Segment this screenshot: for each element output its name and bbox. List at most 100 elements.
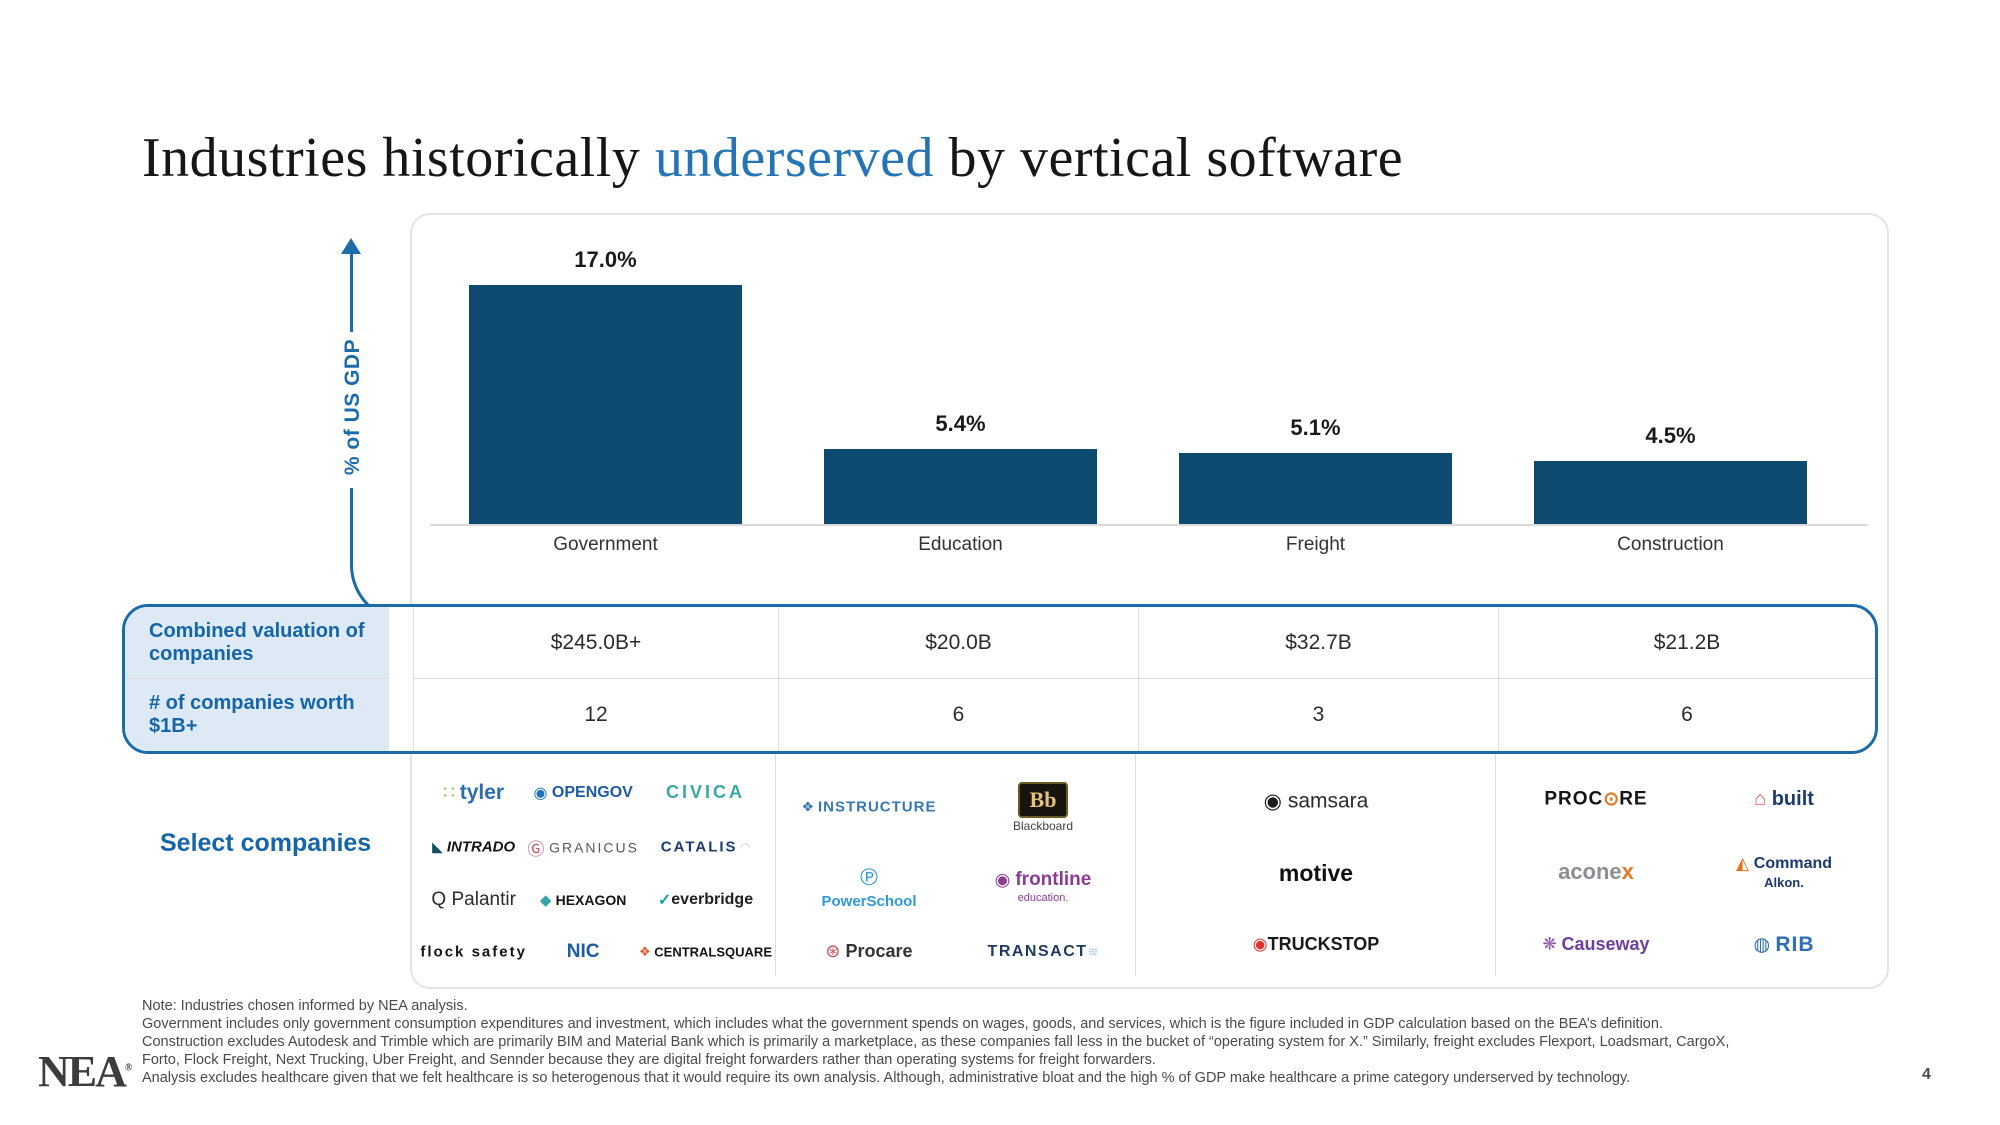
table-row-label: # of companies worth $1B+ bbox=[125, 679, 389, 751]
column-divider bbox=[1495, 604, 1496, 976]
powerschool-caption: PowerSchool bbox=[821, 892, 917, 910]
y-axis-line-bottom bbox=[350, 488, 353, 566]
company-logo-everbridge: ✓everbridge bbox=[658, 890, 753, 910]
table-cell: $245.0B+ bbox=[413, 607, 778, 679]
table-cell: 6 bbox=[1498, 679, 1875, 751]
category-label-government: Government bbox=[553, 534, 658, 555]
bar-freight bbox=[1179, 453, 1452, 525]
bar-education bbox=[824, 449, 1097, 525]
company-logo-nic: NIC bbox=[567, 941, 600, 963]
nea-logo: NEA® bbox=[38, 1046, 132, 1097]
everbridge-wordmark: ✓everbridge bbox=[657, 891, 754, 910]
title-part-1: Industries historically bbox=[142, 126, 655, 189]
footnote-line: Note: Industries chosen informed by NEA … bbox=[142, 998, 468, 1014]
frontline-education-caption: education. bbox=[1017, 892, 1069, 905]
instructure-wordmark: ❖ INSTRUCTURE bbox=[801, 798, 937, 816]
select-companies-label: Select companies bbox=[160, 829, 372, 857]
company-logo-catalis: CATALIS ◠ bbox=[661, 838, 750, 856]
company-logo-causeway: ❋ Causeway bbox=[1542, 934, 1649, 955]
civica-wordmark: CIVICA bbox=[665, 782, 745, 803]
category-labels: Government Education Freight Construction bbox=[428, 534, 1848, 556]
catalis-wordmark: CATALIS ◠ bbox=[660, 838, 751, 856]
intrado-wordmark: ◣ INTRADO bbox=[432, 838, 516, 856]
table-cell: 6 bbox=[778, 679, 1138, 751]
company-logos-education: ❖ INSTRUCTURE Bb Blackboard ℗ PowerSchool ◉ f… bbox=[782, 766, 1130, 978]
footnote-line: Construction excludes Autodesk and Trimb… bbox=[142, 1033, 1730, 1050]
table-cell: $21.2B bbox=[1498, 607, 1875, 679]
bar-group-construction: 4.5% bbox=[1493, 236, 1848, 525]
built-wordmark: ⌂ built bbox=[1754, 787, 1814, 810]
company-logo-truckstop: ◉TRUCKSTOP bbox=[1253, 934, 1380, 955]
blackboard-caption: Blackboard bbox=[1012, 818, 1074, 833]
footnote-line: Analysis excludes healthcare given that … bbox=[142, 1069, 1631, 1086]
company-logo-motive: motive bbox=[1279, 860, 1353, 887]
company-logo-aconex: aconex bbox=[1558, 859, 1634, 885]
category-label-construction: Construction bbox=[1617, 534, 1724, 555]
bar-group-education: 5.4% bbox=[783, 236, 1138, 525]
company-logo-procore: PROC⊙RE bbox=[1544, 788, 1647, 811]
company-logo-rib: ◍ RIB bbox=[1753, 933, 1814, 957]
nic-wordmark: NIC bbox=[566, 941, 600, 963]
category-label-education: Education bbox=[918, 534, 1003, 555]
company-logo-tyler-technologies: ∷ tyler bbox=[443, 781, 504, 805]
y-axis-label: % of US GDP bbox=[341, 338, 364, 476]
causeway-wordmark: ❋ Causeway bbox=[1542, 934, 1650, 954]
valuation-table: Combined valuation of companies $245.0B+ $… bbox=[122, 604, 1878, 754]
column-divider bbox=[1135, 604, 1136, 976]
table-cell: 3 bbox=[1138, 679, 1498, 751]
company-logo-transact: TRANSACT≋ bbox=[988, 943, 1099, 961]
bar-government bbox=[469, 285, 742, 525]
y-axis-arrow-icon bbox=[341, 238, 361, 254]
company-logo-opengov: ◉ OPENGOV bbox=[534, 783, 633, 803]
category-label-freight: Freight bbox=[1285, 534, 1346, 555]
procore-wordmark: PROC⊙RE bbox=[1544, 788, 1648, 810]
footnote-line: Forto, Flock Freight, Next Trucking, Ube… bbox=[142, 1051, 1156, 1068]
table-row-label: Combined valuation of companies bbox=[125, 607, 389, 679]
table-cell: 12 bbox=[413, 679, 778, 751]
table-cell: $32.7B bbox=[1138, 607, 1498, 679]
frontline-education-wordmark: ◉ frontline bbox=[994, 869, 1092, 891]
centralsquare-wordmark: ❖ CENTRALSQUARE bbox=[638, 943, 772, 960]
company-logo-intrado: ◣ INTRADO bbox=[432, 838, 515, 856]
command-alkon-wordmark: ◭ Command bbox=[1735, 853, 1833, 873]
tyler-technologies-wordmark: ∷ tyler bbox=[443, 780, 505, 804]
motive-wordmark: motive bbox=[1278, 860, 1354, 887]
opengov-wordmark: ◉ OPENGOV bbox=[533, 783, 633, 802]
x-axis-baseline bbox=[430, 524, 1868, 526]
company-logo-palantir: Q Palantir bbox=[431, 889, 515, 911]
registered-mark: ® bbox=[124, 1062, 133, 1074]
company-logo-civica: CIVICA bbox=[666, 782, 745, 803]
nea-logo-text: NEA bbox=[38, 1047, 127, 1096]
rib-wordmark: ◍ RIB bbox=[1753, 932, 1815, 956]
company-logo-powerschool: ℗ PowerSchool bbox=[821, 864, 916, 910]
procare-wordmark: ⊛ Procare bbox=[825, 941, 913, 962]
bar-value-label: 5.4% bbox=[935, 411, 986, 436]
palantir-wordmark: Q Palantir bbox=[431, 889, 516, 911]
company-logo-command-alkon: ◭ Command Alkon. bbox=[1736, 854, 1832, 890]
company-logos-construction: PROC⊙RE ⌂ built aconex ◭ Command Alkon. ❋ Cau… bbox=[1502, 766, 1878, 978]
aconex-wordmark: aconex bbox=[1558, 858, 1634, 884]
truckstop-wordmark: ◉TRUCKSTOP bbox=[1252, 933, 1380, 954]
bar-construction bbox=[1534, 461, 1807, 525]
company-logo-hexagon: ◆ HEXAGON bbox=[540, 891, 627, 909]
company-logos-freight: ◉ samsara motive ◉TRUCKSTOP bbox=[1142, 766, 1490, 978]
table-cell: $20.0B bbox=[778, 607, 1138, 679]
company-logo-blackboard: Bb Blackboard bbox=[1012, 781, 1074, 833]
bar-value-label: 17.0% bbox=[574, 247, 637, 272]
company-logo-procare: ⊛ Procare bbox=[825, 941, 912, 962]
bar-value-label: 5.1% bbox=[1290, 415, 1341, 440]
transact-wordmark: TRANSACT≋ bbox=[987, 942, 1099, 960]
flock-safety-wordmark: flock safety bbox=[420, 943, 527, 961]
company-logo-centralsquare: ❖ CENTRALSQUARE bbox=[639, 943, 772, 961]
y-axis-line-top bbox=[350, 252, 353, 332]
hexagon-wordmark: ◆ HEXAGON bbox=[539, 892, 627, 910]
company-logo-flock-safety: flock safety bbox=[420, 943, 527, 961]
title-part-accent: underserved bbox=[654, 126, 934, 189]
company-logo-instructure: ❖ INSTRUCTURE bbox=[802, 798, 937, 816]
company-logo-samsara: ◉ samsara bbox=[1264, 789, 1369, 814]
footnotes: Note: Industries chosen informed by NEA … bbox=[142, 998, 1882, 1088]
bar-group-freight: 5.1% bbox=[1138, 236, 1493, 525]
command-alkon-caption: Alkon. bbox=[1764, 874, 1804, 890]
blackboard-badge: Bb bbox=[1017, 781, 1069, 818]
company-logo-granicus: Ⓖ GRANICUS bbox=[527, 835, 639, 860]
